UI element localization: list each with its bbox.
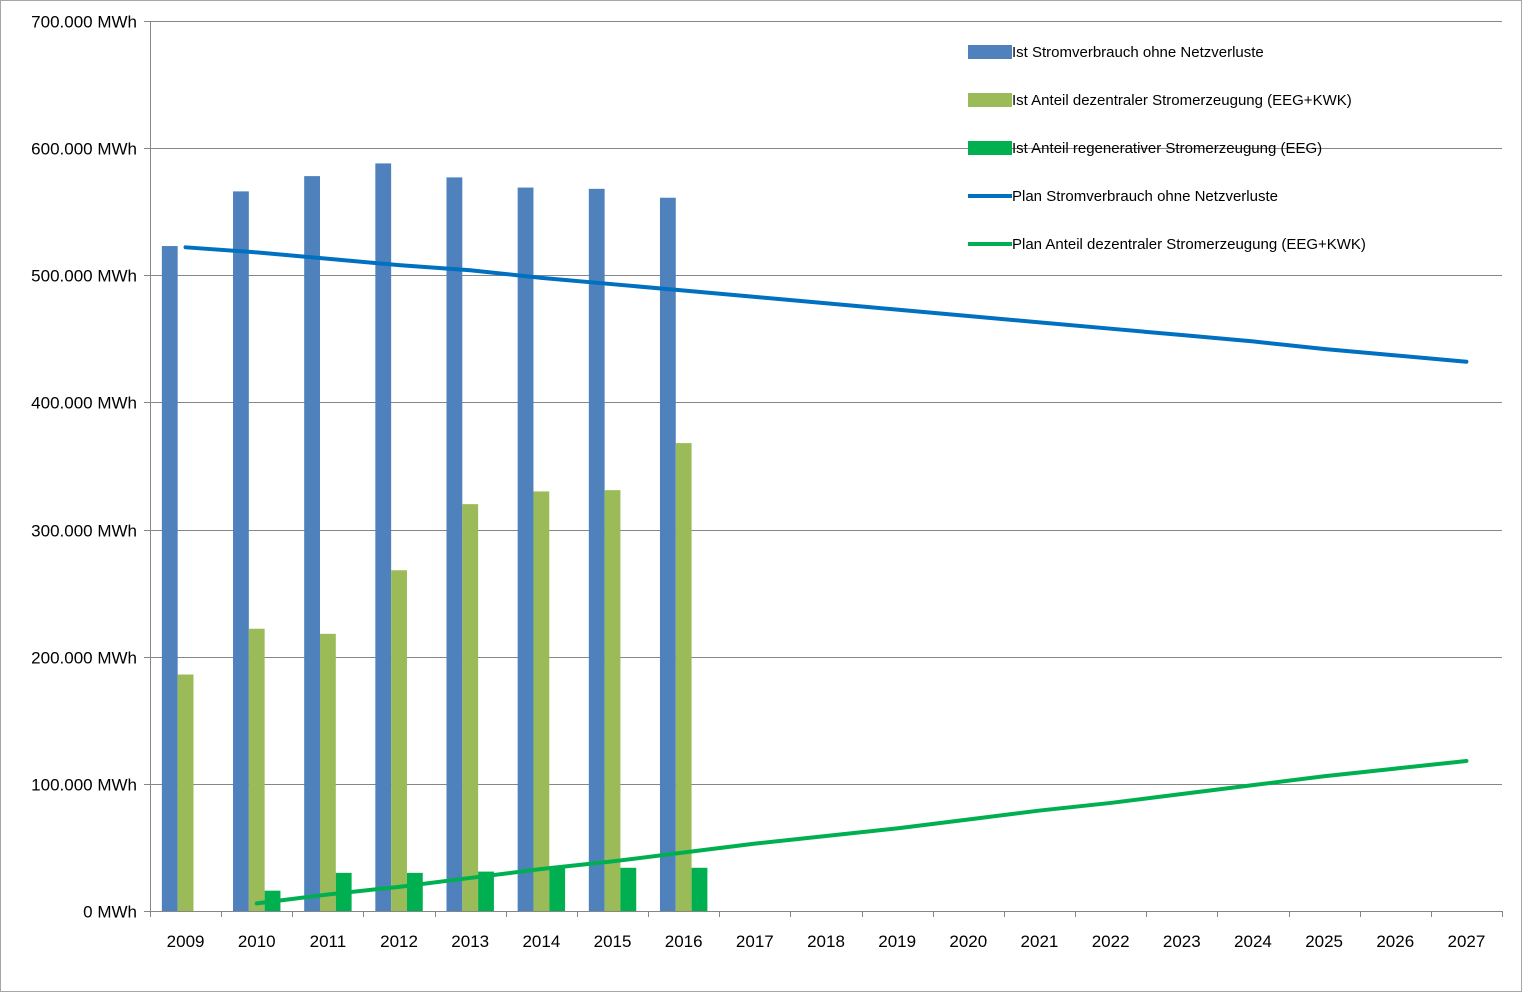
x-tick-label: 2027	[1448, 932, 1486, 951]
legend-swatch	[968, 141, 1012, 155]
bar	[478, 871, 494, 911]
bars	[161, 163, 708, 912]
x-tick-label: 2012	[380, 932, 418, 951]
bar	[620, 867, 637, 911]
bar	[391, 570, 407, 911]
axes	[144, 21, 1503, 917]
legend-label: Ist Stromverbrauch ohne Netzverluste	[1012, 44, 1264, 61]
legend-label: Plan Anteil dezentraler Stromerzeugung (…	[1012, 236, 1366, 253]
x-tick-label: 2015	[594, 932, 632, 951]
lines	[183, 245, 1469, 906]
x-tick-label: 2014	[522, 932, 560, 951]
x-tick-label: 2020	[949, 932, 987, 951]
bar	[691, 867, 708, 911]
y-tick-label: 600.000 MWh	[31, 140, 137, 159]
bar	[406, 872, 423, 911]
y-tick-label: 100.000 MWh	[31, 776, 137, 795]
legend-label: Plan Stromverbrauch ohne Netzverluste	[1012, 188, 1278, 205]
x-tick-label: 2017	[736, 932, 774, 951]
bar	[233, 191, 249, 911]
x-tick-label: 2011	[310, 932, 347, 951]
bar	[177, 674, 194, 911]
bar	[319, 633, 336, 911]
bar	[517, 187, 534, 911]
bar	[588, 188, 605, 911]
x-tick-label: 2025	[1305, 932, 1343, 951]
bar	[659, 197, 676, 912]
bar	[304, 176, 320, 912]
x-tick-label: 2010	[238, 932, 276, 951]
series-line	[254, 758, 1469, 906]
bar	[462, 504, 479, 911]
legend-swatch	[968, 93, 1012, 107]
y-tick-label: 400.000 MWh	[31, 394, 137, 413]
x-tick-label: 2026	[1376, 932, 1414, 951]
bar	[446, 177, 463, 911]
bar	[604, 490, 621, 911]
y-axis-tick-labels: 0 MWh 100.000 MWh 200.000 MWh 300.000 MWh 40…	[31, 13, 137, 922]
y-tick-label: 700.000 MWh	[31, 13, 137, 32]
legend-label: Ist Anteil regenerativer Stromerzeugung …	[1012, 140, 1322, 157]
x-tick-label: 2024	[1234, 932, 1272, 951]
y-tick-label: 500.000 MWh	[31, 267, 137, 286]
x-tick-label: 2009	[167, 932, 205, 951]
x-tick-label: 2023	[1163, 932, 1201, 951]
x-tick-label: 2022	[1092, 932, 1130, 951]
bar	[248, 628, 265, 911]
x-tick-label: 2016	[665, 932, 703, 951]
bar	[675, 443, 692, 911]
x-tick-label: 2018	[807, 932, 845, 951]
legend: Ist Stromverbrauch ohne Netzverluste Ist …	[968, 44, 1366, 253]
x-axis-tick-labels: 2009 2010 2011 2012 2013 2014 2015 2016 2017 2018…	[167, 932, 1486, 951]
bar	[533, 491, 550, 911]
x-tick-label: 2021	[1021, 932, 1059, 951]
bar	[375, 163, 392, 911]
legend-label: Ist Anteil dezentraler Stromerzeugung (E…	[1012, 92, 1352, 109]
bar	[549, 867, 566, 911]
x-tick-label: 2013	[451, 932, 489, 951]
y-tick-label: 0 MWh	[83, 903, 137, 922]
y-tick-label: 200.000 MWh	[31, 649, 137, 668]
x-tick-label: 2019	[878, 932, 916, 951]
y-tick-label: 300.000 MWh	[31, 522, 137, 541]
legend-swatch	[968, 45, 1012, 59]
bar	[161, 246, 178, 912]
series-line	[183, 245, 1469, 364]
